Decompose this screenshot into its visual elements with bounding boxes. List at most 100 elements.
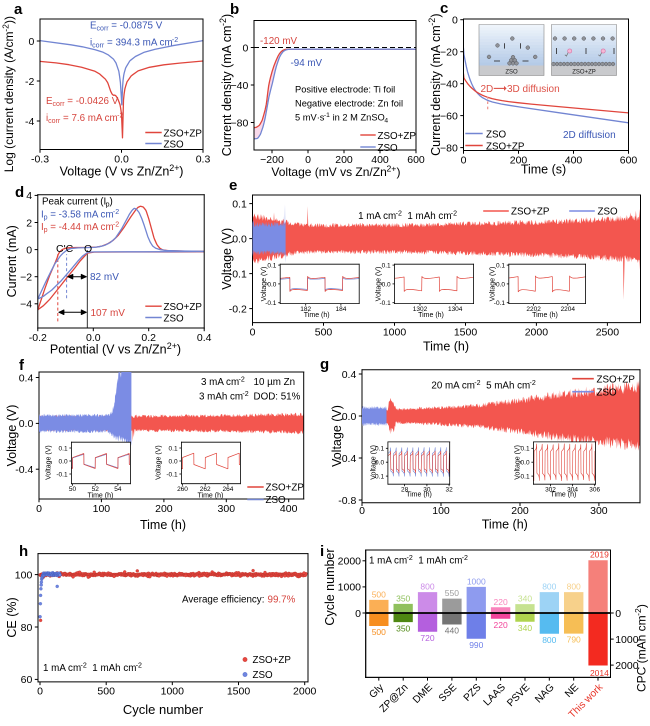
svg-text:220: 220 — [494, 620, 508, 630]
svg-text:-2: -2 — [407, 555, 413, 562]
svg-text:2D: 2D — [481, 84, 494, 95]
svg-text:Time (h): Time (h) — [551, 492, 577, 499]
svg-text:3D diffusion: 3D diffusion — [507, 84, 560, 95]
svg-text:-2: -2 — [113, 221, 119, 228]
svg-text:80: 80 — [21, 622, 33, 634]
svg-text:Cycle number: Cycle number — [123, 702, 204, 717]
svg-text:Average efficiency:: Average efficiency: — [182, 595, 264, 606]
svg-text:800: 800 — [420, 582, 434, 592]
svg-text:Current density (mA cm: Current density (mA cm — [429, 25, 443, 156]
svg-text:340: 340 — [518, 594, 532, 604]
svg-text:100: 100 — [15, 569, 33, 581]
svg-text:300: 300 — [590, 505, 608, 517]
svg-text:ZSO+ZP: ZSO+ZP — [486, 142, 525, 153]
svg-text:0.0: 0.0 — [86, 332, 101, 344]
svg-text:0.0: 0.0 — [169, 458, 178, 465]
svg-text:in 2 M ZnSO: in 2 M ZnSO — [333, 112, 385, 122]
svg-text:e: e — [229, 177, 237, 194]
svg-text:-2: -2 — [25, 76, 34, 88]
svg-text:0.1: 0.1 — [375, 446, 384, 453]
svg-text:I: I — [41, 222, 44, 233]
svg-text:0.0: 0.0 — [496, 281, 505, 288]
svg-text:200: 200 — [510, 154, 528, 166]
svg-text:h: h — [19, 543, 28, 560]
svg-text:ZSO: ZSO — [505, 70, 518, 76]
svg-text:Voltage (V): Voltage (V) — [490, 267, 497, 302]
svg-text:Voltage (V): Voltage (V) — [46, 445, 53, 480]
svg-text:Time (h): Time (h) — [304, 312, 330, 319]
svg-text:Voltage (mV vs Zn/Zn: Voltage (mV vs Zn/Zn — [271, 165, 386, 179]
svg-text:2+: 2+ — [387, 163, 397, 173]
svg-text:0.0: 0.0 — [267, 281, 276, 288]
svg-text:0: 0 — [305, 154, 311, 166]
svg-text:0.2: 0.2 — [141, 332, 156, 344]
svg-text:Potential (V vs Zn/Zn: Potential (V vs Zn/Zn — [50, 343, 167, 357]
svg-text:1500: 1500 — [454, 326, 478, 338]
svg-text:Time (s): Time (s) — [521, 163, 566, 177]
svg-text:ZSO: ZSO — [266, 495, 287, 506]
svg-text:Voltage (V): Voltage (V) — [261, 267, 268, 302]
svg-text:): ) — [429, 13, 443, 17]
svg-text:5 mAh cm: 5 mAh cm — [486, 381, 530, 392]
svg-text:corr: corr — [97, 26, 110, 33]
svg-text:990: 990 — [469, 640, 483, 650]
svg-text:f: f — [19, 357, 25, 374]
svg-text:0.0: 0.0 — [59, 458, 68, 465]
svg-text:1 mAh cm: 1 mAh cm — [407, 211, 451, 222]
svg-text:Peak current (I: Peak current (I — [42, 197, 106, 208]
svg-text:10 µm Zn: 10 µm Zn — [254, 377, 296, 388]
svg-text:Time (h): Time (h) — [88, 492, 114, 499]
svg-text:−40: −40 — [230, 80, 248, 92]
svg-text:−2: −2 — [20, 272, 32, 284]
svg-text:ZSO+ZP: ZSO+ZP — [511, 207, 550, 218]
svg-text:82 mV: 82 mV — [90, 272, 119, 283]
svg-text:−20: −20 — [440, 47, 458, 59]
svg-text:0: 0 — [37, 686, 43, 698]
svg-text:440: 440 — [445, 626, 459, 636]
svg-text:4: 4 — [384, 117, 388, 124]
svg-text:): ) — [397, 165, 401, 179]
svg-text:-2: -2 — [474, 380, 480, 387]
svg-text:p: p — [106, 202, 110, 209]
svg-text:i: i — [46, 113, 48, 124]
svg-text:b: b — [230, 1, 239, 18]
svg-text:−200: −200 — [260, 154, 284, 166]
svg-text:0: 0 — [359, 505, 365, 517]
svg-text:-120 mV: -120 mV — [260, 36, 297, 47]
svg-text:-1: -1 — [324, 112, 330, 119]
svg-text:2000: 2000 — [338, 556, 362, 568]
svg-text:-0.1: -0.1 — [373, 474, 385, 481]
svg-text:184: 184 — [335, 306, 346, 313]
svg-text:2000: 2000 — [525, 326, 549, 338]
svg-text:1 mA cm: 1 mA cm — [369, 556, 407, 567]
svg-text:200: 200 — [335, 154, 353, 166]
svg-text:0.0: 0.0 — [19, 418, 34, 430]
svg-text:E: E — [90, 21, 97, 32]
svg-text:= -0.0426 V: = -0.0426 V — [67, 96, 118, 107]
svg-text:-0.8: -0.8 — [338, 495, 356, 507]
svg-text:0.4: 0.4 — [19, 372, 34, 384]
svg-text:306: 306 — [589, 486, 600, 493]
svg-text:DOD: 51%: DOD: 51% — [254, 392, 301, 403]
svg-text:Current density (mA cm: Current density (mA cm — [220, 26, 234, 157]
svg-text:Voltage (V vs Zn/Zn: Voltage (V vs Zn/Zn — [60, 165, 170, 179]
svg-text:Voltage (V): Voltage (V) — [515, 445, 522, 480]
svg-text:Negative electrode: Zn foil: Negative electrode: Zn foil — [295, 98, 403, 108]
svg-text:1000: 1000 — [161, 686, 185, 698]
svg-text:0.0: 0.0 — [382, 281, 391, 288]
svg-text:500: 500 — [372, 627, 386, 637]
svg-text:2202: 2202 — [526, 306, 541, 313]
svg-text:0.0: 0.0 — [521, 460, 530, 467]
svg-text:= -0.0875 V: = -0.0875 V — [111, 21, 162, 32]
svg-text:-2: -2 — [530, 380, 536, 387]
svg-text:−40: −40 — [440, 79, 458, 91]
svg-text:340: 340 — [518, 623, 532, 633]
svg-text:100: 100 — [432, 505, 450, 517]
svg-text:800: 800 — [567, 582, 581, 592]
svg-text:0.1: 0.1 — [496, 263, 505, 270]
svg-text:Time (h): Time (h) — [418, 312, 444, 319]
svg-text:ZSO: ZSO — [598, 207, 619, 218]
svg-text:0: 0 — [26, 244, 32, 256]
svg-text:= 394.3 mA cm: = 394.3 mA cm — [107, 38, 173, 49]
svg-text:ZSO+ZP: ZSO+ZP — [378, 131, 417, 142]
